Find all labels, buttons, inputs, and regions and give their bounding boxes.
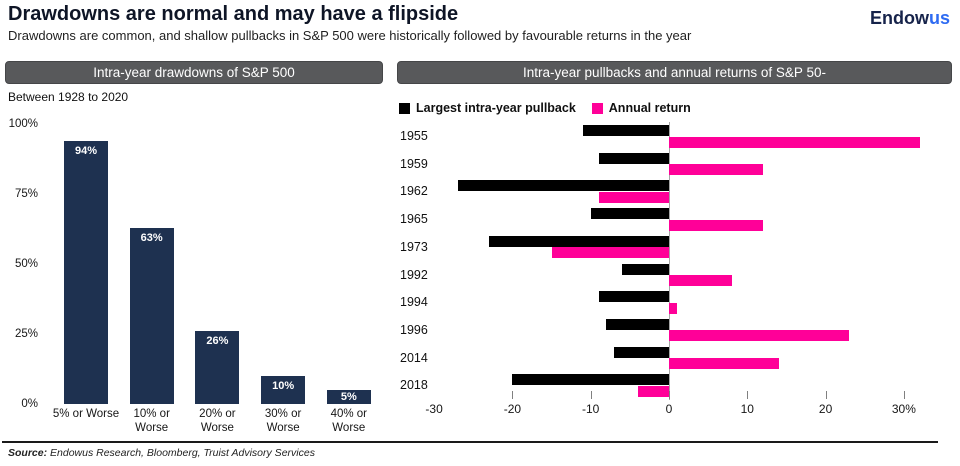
pullback-bar-1955 [582, 125, 669, 136]
drawdown-bar-20-or-worse [195, 331, 240, 404]
year-label-1959: 1959 [400, 156, 428, 171]
legend-item-return: Annual return [591, 101, 691, 115]
pullback-bar-1973 [488, 235, 669, 247]
page-title: Drawdowns are normal and may have a flip… [8, 3, 459, 25]
legend-item-pullback: Largest intra-year pullback [399, 101, 576, 115]
return-legend-label: Annual return [608, 101, 691, 115]
pullback-bar-2018 [512, 374, 669, 386]
drawdown-bar-30-or-worse [261, 376, 306, 404]
left-chart-subtitle: Between 1928 to 2020 [8, 90, 129, 104]
y-axis-label-25: 25% [14, 328, 38, 340]
year-label-1996: 1996 [400, 322, 428, 337]
drawdown-bar-10-or-worse [129, 227, 174, 404]
year-label-1992: 1992 [400, 267, 428, 282]
return-bar-1996 [669, 330, 850, 342]
left-chart-title-banner: Intra-year drawdowns of S&P 500 [5, 61, 383, 84]
drawdown-value-label-5-or-worse: 94% [74, 144, 98, 157]
pullbacks-returns-chart: 1955 1959 1962 1965 1973 1992 1994 1996 2014 2018… [395, 118, 960, 420]
year-label-1955: 1955 [400, 129, 428, 143]
x-tick-mark-20 [825, 391, 827, 399]
footer-divider [2, 441, 938, 443]
x-axis-label-10: 10 [740, 402, 754, 416]
pullback-bar-1996 [606, 318, 669, 330]
pullback-bar-1992 [622, 263, 669, 275]
category-label-20-or-worse: 20% or Worse [199, 408, 236, 434]
pullback-bar-1962 [457, 180, 669, 192]
category-label-30-or-worse: 30% or Worse [264, 408, 302, 434]
category-label-40-or-worse: 40% or Worse [330, 408, 368, 434]
year-label-2018: 2018 [400, 378, 428, 393]
pullback-bar-1965 [590, 208, 669, 220]
year-label-1965: 1965 [400, 212, 428, 227]
return-bar-1994 [669, 302, 677, 314]
right-chart-legend: Largest intra-year pullback Annual retur… [399, 101, 691, 115]
drawdown-bar-5-or-worse [64, 140, 108, 404]
drawdown-value-label-10-or-worse: 63% [140, 231, 163, 244]
source-line: Source: Endowus Research, Bloomberg, Tru… [8, 447, 315, 459]
drawdowns-bar-chart: 0% 25% 50% 75% 100% 94% 5% or Worse 63% 10% or W… [0, 112, 392, 452]
x-tick-mark--20 [512, 391, 514, 399]
category-label-5-or-worse: 5% or Worse [52, 408, 120, 420]
source-text: Endowus Research, Bloomberg, Truist Advi… [47, 447, 315, 459]
return-bar-2018 [637, 385, 669, 397]
return-bar-1992 [669, 275, 732, 286]
x-axis-label--30: -30 [425, 402, 443, 416]
pullback-legend-swatch-icon [399, 102, 410, 114]
y-axis-label-50: 50% [14, 258, 38, 270]
return-bar-1959 [669, 164, 763, 176]
x-axis-label--20: -20 [503, 402, 522, 416]
y-axis-label-75: 75% [14, 188, 38, 200]
endowus-logo: Endowus [870, 8, 950, 29]
y-axis-label-0: 0% [21, 398, 38, 410]
drawdown-bar-40-or-worse [326, 390, 371, 404]
logo-text-endow: Endow [869, 8, 929, 28]
pullback-legend-label: Largest intra-year pullback [416, 101, 576, 115]
pullback-bar-2014 [614, 346, 669, 358]
return-bar-1955 [669, 136, 920, 148]
drawdown-value-label-30-or-worse: 10% [272, 380, 295, 392]
x-axis-label--10: -10 [582, 402, 600, 416]
return-bar-1962 [598, 191, 669, 203]
x-axis-label-30: 30% [891, 402, 916, 416]
drawdown-value-label-40-or-worse: 5% [340, 391, 357, 403]
year-label-1994: 1994 [400, 295, 428, 310]
year-label-1973: 1973 [400, 239, 428, 254]
year-label-1962: 1962 [400, 184, 428, 199]
return-legend-swatch-icon [591, 102, 603, 114]
return-bar-1965 [669, 219, 763, 231]
pullback-bar-1959 [598, 152, 669, 164]
x-tick-mark--10 [590, 391, 592, 399]
right-chart-title-banner: Intra-year pullbacks and annual returns … [397, 61, 952, 84]
pullback-bar-1994 [598, 291, 669, 303]
year-label-2014: 2014 [400, 350, 428, 365]
logo-text-us: us [928, 8, 950, 28]
x-axis-label-20: 20 [818, 402, 833, 416]
return-bar-2014 [669, 358, 779, 370]
x-tick-mark-10 [747, 391, 749, 399]
return-bar-1973 [551, 247, 669, 259]
x-axis-label-0: 0 [665, 402, 673, 416]
zero-axis-line [669, 122, 670, 400]
category-label-10-or-worse: 10% or Worse [133, 408, 170, 434]
page-subtitle: Drawdowns are common, and shallow pullba… [8, 28, 692, 43]
x-tick-mark-30 [903, 391, 905, 399]
drawdown-value-label-20-or-worse: 26% [206, 335, 229, 348]
y-axis-label-100: 100% [8, 118, 38, 130]
x-tick-mark-0 [669, 391, 670, 399]
source-label: Source: [8, 447, 48, 459]
